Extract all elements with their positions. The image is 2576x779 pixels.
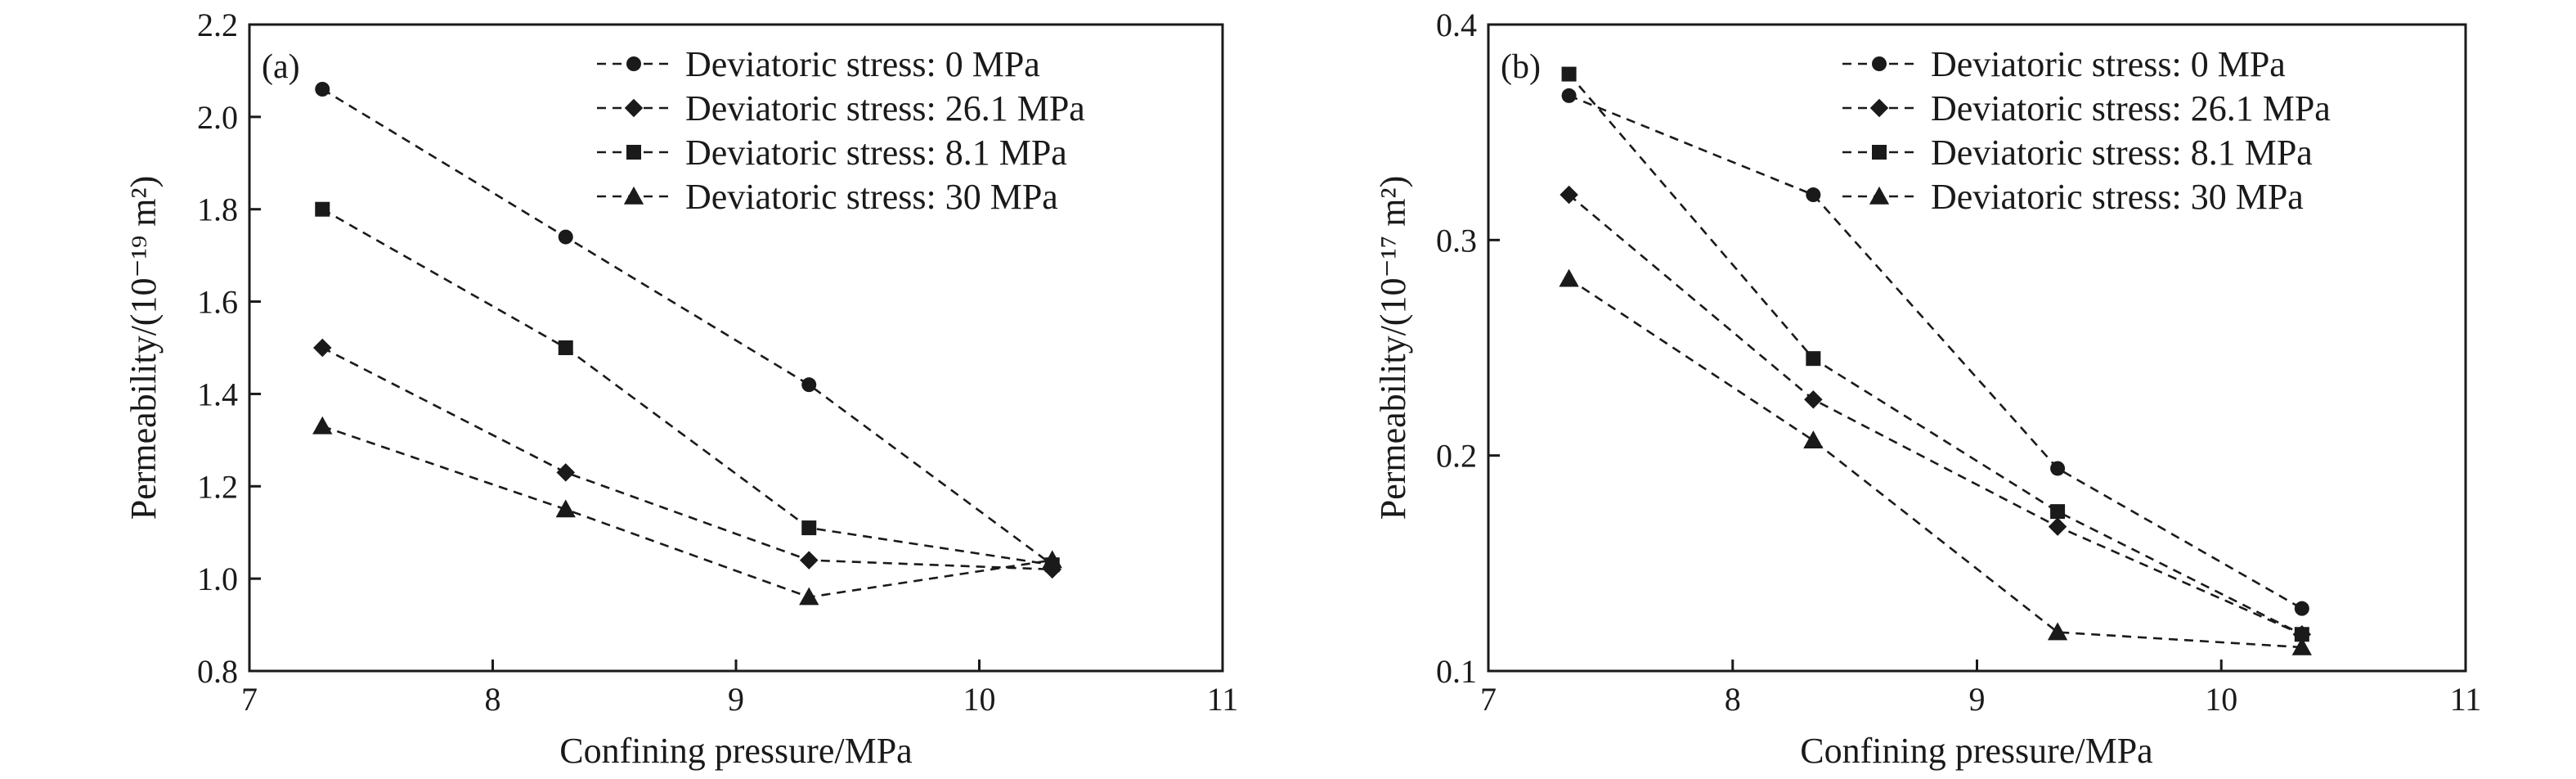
chart-b-series-1-line bbox=[1568, 94, 2303, 610]
chart-b-x-tick-label: 10 bbox=[2205, 681, 2237, 718]
chart-b-series-3-point bbox=[2294, 627, 2309, 642]
chart-a-legend-marker bbox=[623, 186, 644, 205]
chart-a-legend-entry-1: Deviatoric stress: 0 MPa bbox=[597, 44, 1040, 84]
chart-b-legend-label: Deviatoric stress: 8.1 MPa bbox=[1931, 133, 2313, 173]
chart-a-series-4-point bbox=[1042, 550, 1062, 569]
chart-a-y-tick-label: 1.8 bbox=[197, 191, 238, 228]
chart-b-series-2-point bbox=[1560, 185, 1578, 205]
chart-a-x-tick-label: 11 bbox=[1207, 681, 1239, 718]
chart-a-legend-marker bbox=[624, 98, 644, 118]
chart-b-legend-entry-1: Deviatoric stress: 0 MPa bbox=[1842, 44, 2286, 84]
chart-b-legend-entry-4: Deviatoric stress: 30 MPa bbox=[1842, 177, 2304, 217]
chart-a-y-tick-label: 2.2 bbox=[197, 7, 238, 43]
chart-b-legend-marker bbox=[1869, 186, 1890, 205]
chart-b-y-axis-title: Permeability/(10⁻¹⁷ m²) bbox=[1373, 176, 1413, 520]
chart-a-series-3-point bbox=[801, 520, 817, 536]
chart-a-series-3-point bbox=[558, 340, 573, 355]
chart-b-series-layer bbox=[1559, 66, 2312, 655]
chart-b-legend-label: Deviatoric stress: 30 MPa bbox=[1931, 177, 2304, 217]
chart-a-legend-label: Deviatoric stress: 0 MPa bbox=[685, 44, 1040, 84]
chart-a-panel-label: (a) bbox=[262, 48, 300, 86]
chart-a-y-tick-label: 1.0 bbox=[197, 561, 238, 597]
chart-b-legend-entry-2: Deviatoric stress: 26.1 MPa bbox=[1842, 88, 2331, 128]
chart-a-x-tick-label: 10 bbox=[963, 681, 996, 718]
chart-a-x-ticks: 7 8 9 10 11 bbox=[241, 660, 1238, 718]
chart-a-legend-label: Deviatoric stress: 8.1 MPa bbox=[685, 133, 1067, 173]
chart-b-x-tick-label: 7 bbox=[1480, 681, 1497, 718]
chart-a-x-tick-label: 8 bbox=[485, 681, 501, 718]
chart-b-series-4-line bbox=[1568, 277, 2302, 649]
chart-b-y-tick-label: 0.1 bbox=[1436, 653, 1477, 690]
chart-a-legend-label: Deviatoric stress: 26.1 MPa bbox=[685, 88, 1085, 128]
chart-a-series-3-line bbox=[321, 208, 1052, 566]
chart-a-series-2-point bbox=[800, 551, 819, 570]
chart-a-series-2-point bbox=[313, 338, 332, 358]
chart-b-series-1-point bbox=[1806, 187, 1821, 203]
chart-a-series-1-line bbox=[321, 88, 1053, 566]
chart-a-series-4-line bbox=[321, 425, 1052, 599]
chart-a-y-tick-label: 0.8 bbox=[197, 653, 238, 690]
chart-a-y-tick-label: 2.0 bbox=[197, 99, 238, 136]
chart-b-series-4-point bbox=[2291, 637, 2312, 655]
chart-a-series-1-point bbox=[558, 229, 573, 245]
chart-a-series-2-line bbox=[321, 346, 1052, 571]
chart-b-y-tick-label: 0.4 bbox=[1436, 7, 1477, 43]
chart-a-legend-entry-4: Deviatoric stress: 30 MPa bbox=[597, 177, 1058, 217]
chart-b-legend-marker bbox=[1872, 56, 1887, 71]
chart-b-legend-entry-3: Deviatoric stress: 8.1 MPa bbox=[1842, 133, 2313, 173]
chart-b-y-tick-label: 0.2 bbox=[1436, 438, 1477, 475]
chart-b-series-3-point bbox=[1806, 351, 1821, 367]
chart-a-series-2-point bbox=[556, 463, 575, 482]
chart-a-legend-entry-2: Deviatoric stress: 26.1 MPa bbox=[597, 88, 1085, 128]
chart-a-series-4-point bbox=[312, 416, 333, 435]
chart-b-legend-marker bbox=[1872, 145, 1887, 160]
chart-a-y-axis-title: Permeability/(10⁻¹⁹ m²) bbox=[123, 176, 164, 520]
chart-b-series-2-point bbox=[2048, 517, 2067, 536]
chart-a-y-tick-label: 1.4 bbox=[197, 376, 238, 412]
chart-b-panel-label: (b) bbox=[1501, 48, 1541, 86]
chart-b-series-4-point bbox=[1803, 430, 1824, 448]
chart-b-series-1-point bbox=[2050, 461, 2066, 476]
chart-a-series-3-point bbox=[315, 201, 330, 217]
chart-a-legend-entry-3: Deviatoric stress: 8.1 MPa bbox=[597, 133, 1067, 173]
chart-b-legend-label: Deviatoric stress: 26.1 MPa bbox=[1931, 88, 2331, 128]
chart-b-x-axis-title: Confining pressure/MPa bbox=[1800, 731, 2152, 771]
chart-b-legend-label: Deviatoric stress: 0 MPa bbox=[1931, 44, 2286, 84]
chart-a-y-ticks: 0.8 1.0 1.2 1.4 1.6 1.8 2.0 2.2 bbox=[197, 7, 261, 690]
chart-a-series-1-point bbox=[315, 82, 330, 97]
chart-b-legend-marker bbox=[1869, 98, 1889, 118]
chart-a-series-1-point bbox=[801, 377, 817, 393]
chart-a-legend-label: Deviatoric stress: 30 MPa bbox=[685, 177, 1058, 217]
chart-a-legend-marker bbox=[626, 56, 641, 71]
chart-a: (a) Permeability/(10⁻¹⁹ m²) Confining pr… bbox=[123, 7, 1238, 771]
chart-a-series-4-point bbox=[799, 587, 819, 606]
chart-b-series-2-point bbox=[1804, 390, 1823, 409]
chart-b-series-3-point bbox=[2050, 504, 2066, 520]
chart-a-x-axis-title: Confining pressure/MPa bbox=[559, 731, 912, 771]
chart-b-series-3-point bbox=[1561, 66, 1577, 82]
chart-b-series-1-point bbox=[2294, 601, 2309, 616]
chart-b-y-tick-label: 0.3 bbox=[1436, 222, 1477, 259]
chart-b-series-4-point bbox=[1559, 268, 1579, 287]
chart-b-series-1-point bbox=[1561, 88, 1577, 103]
chart-b-x-tick-label: 8 bbox=[1725, 681, 1741, 718]
chart-b: (b) Permeability/(10⁻¹⁷ m²) Confining pr… bbox=[1373, 7, 2481, 771]
chart-a-x-tick-label: 9 bbox=[728, 681, 744, 718]
chart-b-series-2-line bbox=[1568, 194, 2303, 636]
chart-a-x-tick-label: 7 bbox=[241, 681, 258, 718]
chart-b-y-ticks: 0.1 0.2 0.3 0.4 bbox=[1436, 7, 1500, 690]
chart-a-legend-marker bbox=[626, 145, 641, 160]
chart-b-x-tick-label: 11 bbox=[2450, 681, 2482, 718]
chart-b-x-ticks: 7 8 9 10 11 bbox=[1480, 660, 2481, 718]
chart-b-x-tick-label: 9 bbox=[1969, 681, 1986, 718]
chart-b-series-3-line bbox=[1568, 73, 2303, 636]
chart-a-series-4-point bbox=[555, 499, 576, 518]
chart-b-series-4-point bbox=[2047, 622, 2068, 641]
chart-a-y-tick-label: 1.6 bbox=[197, 284, 238, 321]
chart-a-series-layer bbox=[312, 82, 1062, 606]
chart-a-y-tick-label: 1.2 bbox=[197, 468, 238, 505]
